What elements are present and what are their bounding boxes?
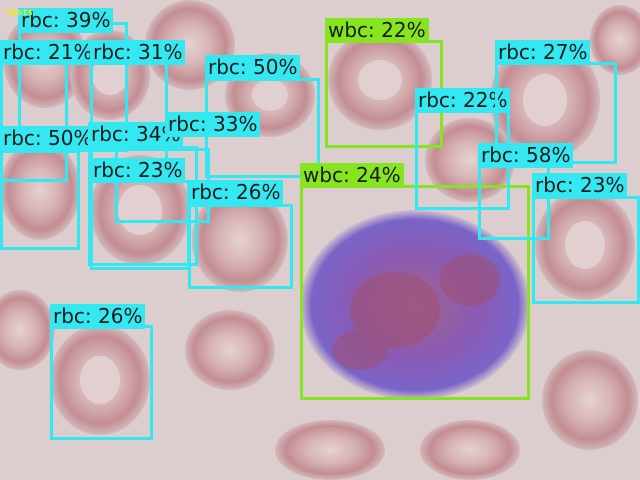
rbc-detection-label: rbc: 27% [495,40,591,65]
rbc-bounding-box [50,325,153,440]
rbc-bounding-box [90,180,190,270]
wbc-detection-label: wbc: 22% [325,18,429,43]
rbc-detection-label: rbc: 33% [165,112,261,137]
rbc-detection-label: rbc: 21% [0,40,96,65]
rbc-bounding-box [0,150,80,250]
corner-label: tests [6,8,34,18]
rbc-detection-label: rbc: 23% [90,158,186,183]
rbc-detection-label: rbc: 22% [415,88,511,113]
rbc-detection-label: rbc: 26% [188,180,284,205]
wbc-detection-label: wbc: 24% [300,163,404,188]
rbc-detection-label: rbc: 50% [0,126,96,151]
rbc-detection-label: rbc: 58% [478,143,574,168]
rbc-detection-label: rbc: 31% [90,40,186,65]
rbc-bounding-box [532,196,640,304]
rbc-detection-label: rbc: 50% [205,55,301,80]
rbc-detection-label: rbc: 23% [532,173,628,198]
rbc-bounding-box [188,204,293,289]
rbc-detection-label: rbc: 39% [18,8,114,33]
rbc-detection-label: rbc: 26% [50,304,146,329]
